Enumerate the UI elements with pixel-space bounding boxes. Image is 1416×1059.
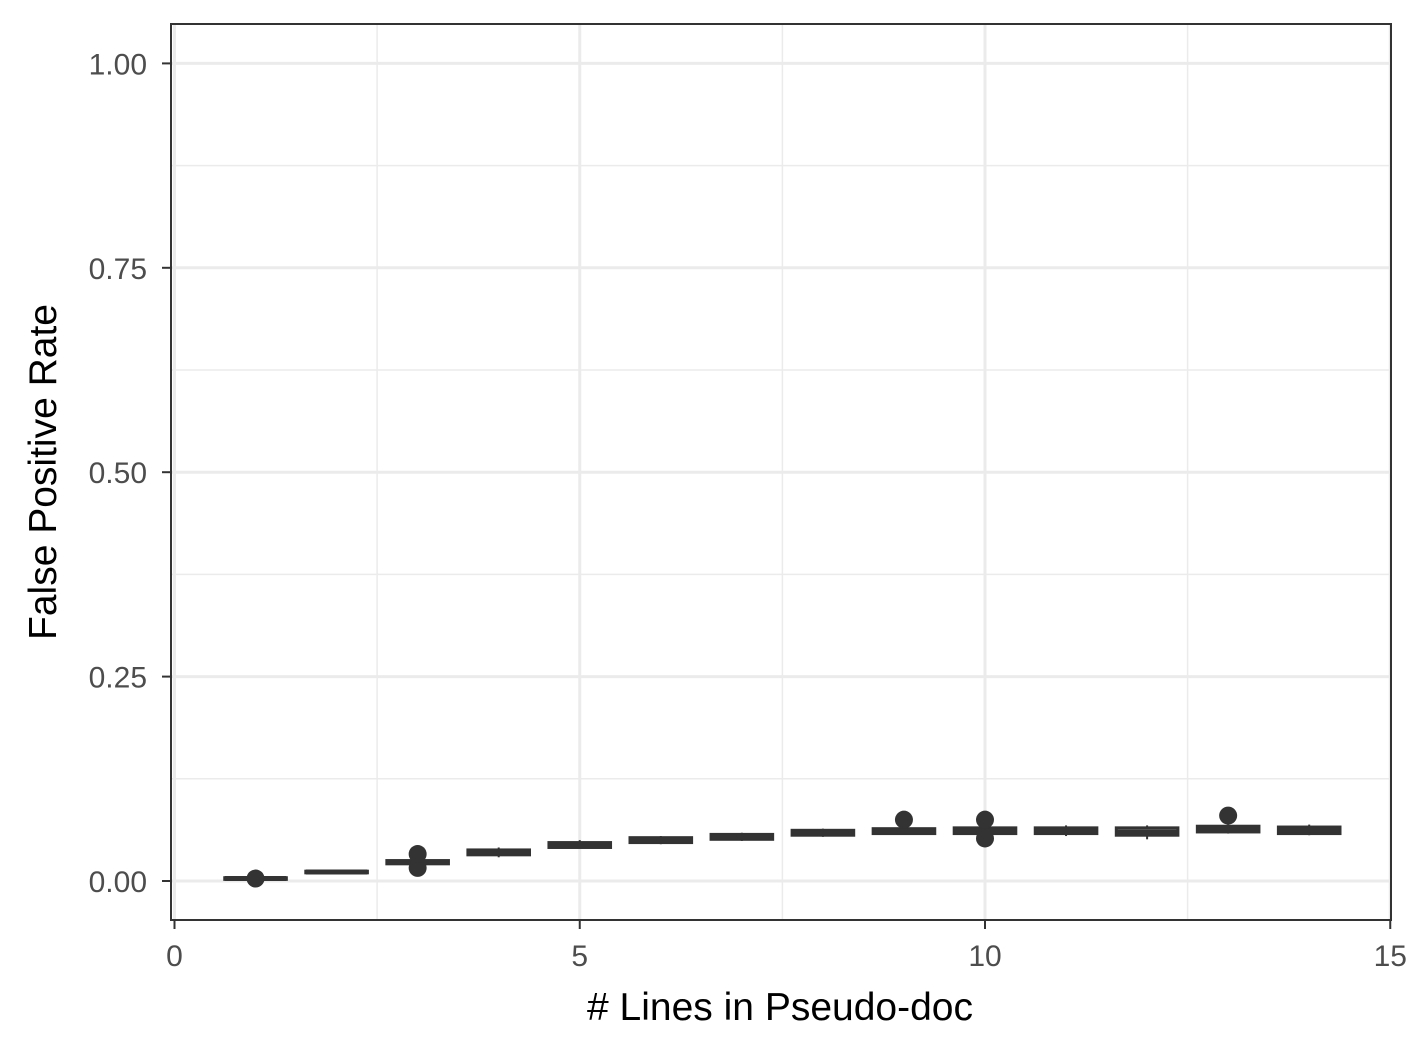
axes: 0 5 10 15 0.00 0.25 0.50 0.75 1.00	[89, 48, 1407, 973]
outlier-point	[1219, 806, 1238, 825]
box-group	[1276, 824, 1342, 836]
outlier-point	[408, 845, 427, 864]
x-tick-label: 0	[166, 940, 183, 973]
box-group	[547, 840, 613, 849]
y-tick-label: 1.00	[89, 48, 147, 81]
box-group	[223, 869, 288, 888]
box-group	[1195, 806, 1261, 834]
outlier-point	[976, 829, 994, 848]
box-group	[628, 836, 694, 845]
y-tick-label: 0.50	[89, 457, 147, 490]
y-tick-label: 0.75	[89, 253, 147, 286]
outlier-point	[246, 869, 265, 888]
box-group	[871, 810, 937, 836]
outlier-point	[976, 810, 994, 829]
box-group	[385, 845, 450, 877]
box-group	[790, 828, 856, 837]
box-group	[304, 869, 369, 875]
box-group	[952, 810, 1018, 848]
boxes	[223, 806, 1342, 888]
outlier-point	[408, 858, 427, 877]
x-tick-label: 5	[571, 940, 588, 973]
box-group	[709, 832, 775, 841]
x-axis-title: # Lines in Pseudo-doc	[587, 986, 973, 1029]
box-group	[1033, 825, 1099, 837]
x-tick-label: 15	[1374, 940, 1407, 973]
y-tick-label: 0.00	[89, 866, 147, 899]
box-group	[466, 847, 531, 858]
box-group	[1114, 825, 1180, 840]
y-axis-title: False Positive Rate	[22, 304, 65, 640]
x-tick-label: 10	[968, 940, 1001, 973]
y-tick-label: 0.25	[89, 662, 147, 695]
outlier-point	[894, 810, 913, 829]
